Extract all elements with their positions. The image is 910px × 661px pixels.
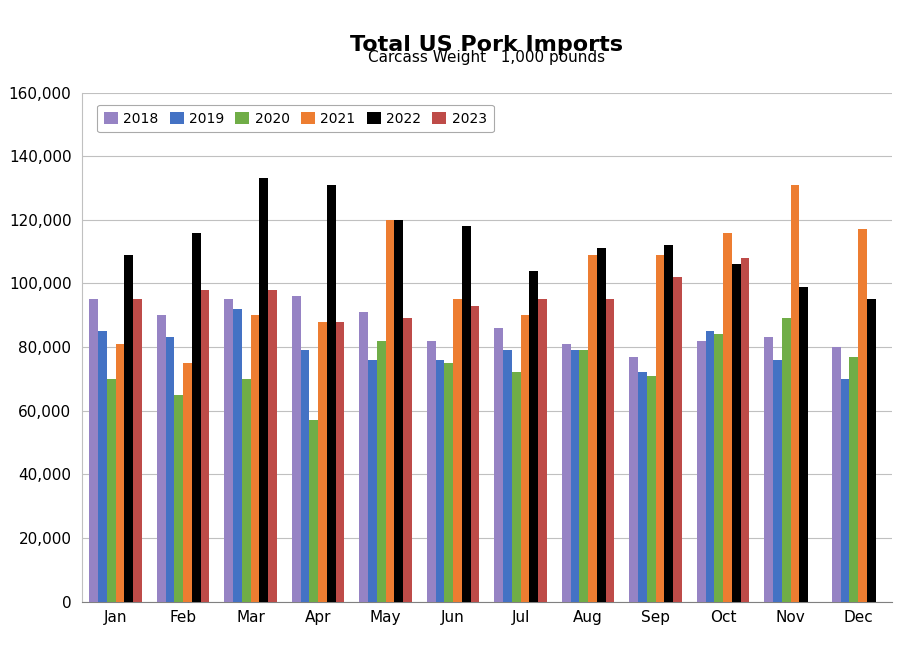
Legend: 2018, 2019, 2020, 2021, 2022, 2023: 2018, 2019, 2020, 2021, 2022, 2023 [97, 104, 494, 132]
Bar [732, 264, 741, 602]
Bar [268, 290, 277, 602]
Bar [250, 315, 259, 602]
Bar [849, 356, 858, 602]
Bar [799, 287, 808, 602]
Bar [318, 322, 327, 602]
Bar [259, 178, 268, 602]
Bar [841, 379, 849, 602]
Bar [580, 350, 588, 602]
Bar [89, 299, 98, 602]
Bar [867, 299, 875, 602]
Bar [470, 305, 480, 602]
Bar [336, 322, 345, 602]
Bar [242, 379, 250, 602]
Bar [664, 245, 673, 602]
Bar [714, 334, 723, 602]
Bar [723, 233, 732, 602]
Bar [98, 331, 106, 602]
Bar [462, 226, 470, 602]
Bar [453, 299, 462, 602]
Bar [125, 254, 133, 602]
Bar [359, 312, 368, 602]
Bar [292, 296, 300, 602]
Bar [705, 331, 714, 602]
Bar [764, 338, 773, 602]
Bar [606, 299, 614, 602]
Bar [444, 363, 453, 602]
Bar [511, 373, 521, 602]
Bar [673, 277, 682, 602]
Bar [436, 360, 444, 602]
Bar [597, 249, 606, 602]
Bar [530, 271, 538, 602]
Bar [561, 344, 571, 602]
Bar [403, 319, 412, 602]
Bar [521, 315, 530, 602]
Bar [394, 219, 403, 602]
Bar [233, 309, 242, 602]
Bar [427, 340, 436, 602]
Title: Total US Pork Imports: Total US Pork Imports [350, 35, 623, 55]
Bar [832, 347, 841, 602]
Bar [647, 375, 655, 602]
Bar [494, 328, 503, 602]
Bar [741, 258, 750, 602]
Bar [773, 360, 782, 602]
Bar [571, 350, 580, 602]
Bar [116, 344, 125, 602]
Bar [629, 356, 638, 602]
Bar [309, 420, 318, 602]
Bar [175, 395, 183, 602]
Bar [368, 360, 377, 602]
Bar [655, 254, 664, 602]
Bar [782, 319, 791, 602]
Bar [386, 219, 394, 602]
Bar [300, 350, 309, 602]
Bar [588, 254, 597, 602]
Bar [638, 373, 647, 602]
Bar [538, 299, 547, 602]
Bar [192, 233, 201, 602]
Bar [201, 290, 209, 602]
Bar [503, 350, 511, 602]
Bar [133, 299, 142, 602]
Bar [106, 379, 116, 602]
Text: Carcass Weight   1,000 pounds: Carcass Weight 1,000 pounds [369, 50, 605, 65]
Bar [224, 299, 233, 602]
Bar [166, 338, 175, 602]
Bar [377, 340, 386, 602]
Bar [157, 315, 166, 602]
Bar [183, 363, 192, 602]
Bar [858, 229, 867, 602]
Bar [697, 340, 705, 602]
Bar [791, 185, 799, 602]
Bar [327, 185, 336, 602]
